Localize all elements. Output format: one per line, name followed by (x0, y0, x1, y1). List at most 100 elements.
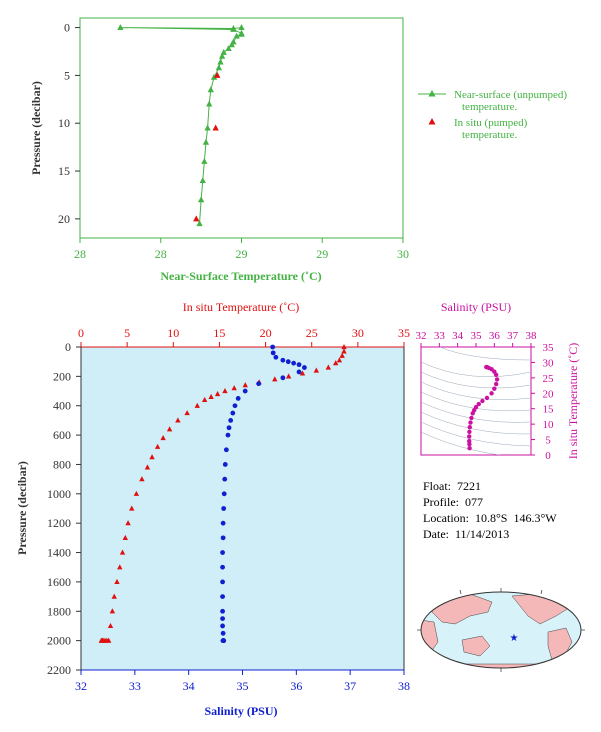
salinity-axis-tick-label: 36 (290, 679, 302, 693)
temperature-profile-point (272, 376, 278, 382)
salinity-profile-point (220, 564, 225, 570)
salinity-profile-point (220, 623, 225, 629)
ts-point (493, 381, 499, 387)
ts-point (467, 446, 472, 451)
near-surface-unpumped-point (204, 124, 211, 131)
legend-in-situ-label: In situ (pumped) temperature. (454, 117, 530, 141)
profile-top-label: In situ Temperature (˚C) (183, 300, 300, 314)
salinity-profile-point (242, 388, 248, 394)
salinity-profile-point (273, 354, 279, 360)
profile-temperature-ticks: 0 5 10 15 20 25 30 35 (78, 326, 410, 347)
temperature-profile-point (111, 593, 117, 599)
temperature-profile-point (149, 454, 155, 460)
ts-point (468, 420, 473, 425)
near-surface-x-tick-label: 28 (74, 247, 86, 261)
temperature-profile-point (201, 396, 208, 402)
profile-pressure-ticks: 0 200 400 600 800 1000 1200 1400 1600 1800 2000 220… (47, 340, 81, 677)
salinity-profile-point (221, 506, 227, 511)
ts-point (469, 415, 474, 421)
salinity-profile-point (220, 579, 225, 585)
near-surface-unpumped-point (218, 52, 226, 59)
salinity-profile-point (226, 425, 232, 431)
near-surface-unpumped-point (197, 196, 205, 203)
map-australia (461, 635, 491, 657)
temperature-profile-point (139, 476, 145, 482)
pressure-axis-tick-label: 1800 (47, 604, 71, 618)
near-surface-y-tick-label: 0 (64, 21, 70, 35)
ts-salinity-tick-label: 36 (489, 330, 501, 342)
near-surface-unpumped-point (199, 177, 206, 184)
temperature-profile-point (133, 490, 140, 496)
near-surface-plot-frame (79, 17, 404, 239)
temperature-profile-point (175, 417, 181, 423)
salinity-profile-point (220, 535, 226, 541)
ts-salinity-tick-label: 34 (452, 330, 464, 342)
salinity-profile-point (302, 365, 307, 370)
near-surface-unpumped-point (215, 64, 223, 71)
near-surface-unpumped-point (238, 30, 245, 37)
temperature-profile-point (285, 373, 292, 379)
temperature-profile-point (341, 344, 347, 350)
ts-salinity-tick-label: 37 (507, 330, 519, 342)
salinity-axis-tick-label: 38 (398, 679, 410, 693)
ts-density-contours (421, 347, 531, 455)
float-location: Location: 10.8°S 146.3°W (423, 511, 557, 525)
ts-point (480, 398, 485, 404)
float-info: Float: 7221 Profile: 077 Location: 10.8°… (423, 478, 557, 542)
ts-temperature-tick-label: 0 (545, 450, 551, 462)
near-surface-unpumped-point (238, 24, 245, 31)
near-surface-legend: Near-surface (unpumped) temperature. In … (418, 89, 570, 141)
pressure-axis-tick-label: 1000 (47, 487, 71, 501)
salinity-profile-point (280, 375, 286, 381)
ts-temperature-tick-label: 10 (543, 419, 555, 431)
in-situ-pumped-point (212, 124, 219, 131)
near-surface-y-ticks: 0 5 10 15 20 (58, 21, 80, 226)
temperature-profile-point (242, 382, 248, 388)
legend-near-surface-label: Near-surface (unpumped) temperature. (454, 89, 570, 113)
temperature-profile-point (129, 505, 135, 511)
temperature-profile-point (208, 393, 214, 400)
pressure-axis-tick-label: 1400 (47, 546, 71, 560)
salinity-profile-point (220, 550, 225, 555)
near-surface-x-tick-label: 29 (236, 247, 248, 261)
ts-point (484, 395, 490, 401)
salinity-profile-point (222, 476, 228, 482)
profile-chart: 0 5 10 15 20 25 30 35 32 33 34 35 36 37 38 0 200 400 600… (15, 300, 410, 718)
pressure-axis-tick-label: 400 (53, 399, 71, 413)
pressure-axis-tick-label: 0 (65, 340, 71, 354)
salinity-profile-point (291, 360, 297, 366)
temperature-profile-point (109, 608, 116, 614)
near-surface-series (117, 24, 245, 227)
location-map: ★ (417, 588, 585, 672)
temperature-profile-point (119, 549, 126, 555)
temperature-axis-tick-label: 20 (260, 326, 272, 340)
ts-point (467, 438, 472, 444)
temperature-axis-tick-label: 5 (124, 326, 130, 340)
profile-number: Profile: 077 (423, 495, 483, 509)
pressure-axis-tick-label: 600 (53, 428, 71, 442)
salinity-profile-point (220, 594, 225, 599)
near-surface-y-tick-label: 15 (58, 164, 70, 178)
near-surface-unpumped-point (217, 58, 224, 65)
near-surface-y-tick-label: 20 (58, 212, 70, 226)
temperature-profile-point (299, 370, 306, 376)
profile-series (98, 344, 347, 644)
float-location-star-icon: ★ (510, 633, 519, 644)
salinity-profile-point (235, 395, 241, 401)
ts-salinity-tick-label: 33 (434, 330, 446, 342)
salinity-profile-point (222, 462, 228, 467)
salinity-profile-point (270, 350, 276, 356)
temperature-profile-point (336, 357, 343, 363)
ts-salinity-tick-label: 35 (471, 330, 483, 342)
ts-salinity-tick-label: 38 (526, 330, 538, 342)
pressure-axis-tick-label: 2200 (47, 663, 71, 677)
ts-salinity-tick-label: 32 (416, 330, 427, 342)
temperature-axis-tick-label: 30 (352, 326, 364, 340)
ts-x-label: Salinity (PSU) (441, 300, 511, 314)
pressure-axis-tick-label: 1600 (47, 575, 71, 589)
in-situ-pumped-point (193, 215, 200, 222)
temperature-profile-point (333, 360, 339, 366)
ts-point (467, 425, 472, 430)
profile-y-label: Pressure (decibar) (15, 461, 29, 555)
